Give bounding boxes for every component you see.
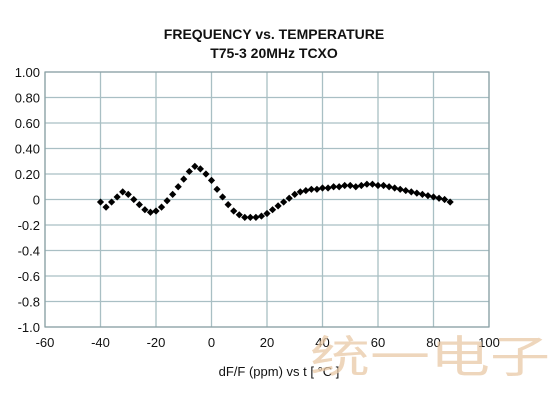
data-point-marker xyxy=(130,195,138,204)
chart-subtitle: T75-3 20MHz TCXO xyxy=(210,45,338,61)
data-point-marker xyxy=(268,206,277,214)
data-point-marker xyxy=(246,213,254,221)
y-tick-label: -0.6 xyxy=(18,269,40,284)
data-point-marker xyxy=(124,190,132,198)
data-point-marker xyxy=(141,206,149,214)
data-point-marker xyxy=(96,198,105,206)
data-point-marker xyxy=(346,181,354,190)
y-tick-label: 0.20 xyxy=(15,167,40,182)
y-tick-label: 1.00 xyxy=(15,65,40,80)
data-point-marker xyxy=(302,186,310,195)
data-point-marker xyxy=(230,207,238,215)
data-point-marker xyxy=(368,180,377,188)
data-point-marker xyxy=(335,183,343,191)
x-tick-label: 60 xyxy=(371,335,385,350)
data-point-marker xyxy=(235,211,243,219)
data-point-marker xyxy=(169,190,177,198)
data-point-marker xyxy=(429,193,438,201)
data-point-marker xyxy=(413,189,421,197)
x-axis-label: dF/F (ppm) vs t [ °C ] xyxy=(219,364,340,379)
data-point-marker xyxy=(174,183,182,191)
data-point-marker xyxy=(424,192,432,200)
data-point-marker xyxy=(185,167,193,176)
x-tick-label: -40 xyxy=(91,335,110,350)
data-point-marker xyxy=(263,209,271,218)
data-point-marker xyxy=(396,185,404,193)
data-point-marker xyxy=(374,181,382,190)
data-point-marker xyxy=(163,197,171,205)
data-point-marker xyxy=(241,213,249,221)
data-point-marker xyxy=(119,188,127,196)
y-tick-label: 0.80 xyxy=(15,91,40,106)
x-tick-label: 40 xyxy=(315,335,329,350)
data-point-marker xyxy=(202,170,210,178)
x-tick-label: 100 xyxy=(478,335,500,350)
data-point-marker xyxy=(318,184,327,192)
data-point-marker xyxy=(257,212,266,220)
data-point-marker xyxy=(291,190,299,198)
data-point-marker xyxy=(219,193,227,201)
data-point-marker xyxy=(207,176,216,184)
data-point-marker xyxy=(407,188,415,196)
y-tick-label: -0.4 xyxy=(18,244,40,259)
data-point-marker xyxy=(108,198,116,206)
y-axis-ticks: 1.00 0.80 0.60 0.40 0.20 0 -0.2 -0.4 -0.6 -0.8 -1.… xyxy=(15,65,40,335)
data-point-marker xyxy=(330,183,338,191)
plot-area xyxy=(44,71,490,328)
chart-title: FREQUENCY vs. TEMPERATURE xyxy=(164,26,384,42)
data-point-marker xyxy=(224,201,232,209)
data-point-marker xyxy=(418,190,426,198)
data-point-marker xyxy=(441,195,449,204)
grid-lines xyxy=(44,71,490,328)
y-tick-label: -1.0 xyxy=(18,320,40,335)
data-point-marker xyxy=(435,194,443,202)
data-point-marker xyxy=(391,184,399,192)
y-tick-label: -0.8 xyxy=(18,295,40,310)
data-point-marker xyxy=(379,181,388,190)
data-point-marker xyxy=(341,181,349,190)
data-point-marker xyxy=(285,194,293,202)
y-tick-label: 0 xyxy=(33,193,40,208)
data-points xyxy=(96,162,454,221)
y-tick-label: 0.60 xyxy=(15,116,40,131)
data-point-marker xyxy=(191,162,199,170)
data-point-marker xyxy=(274,202,282,210)
watermark: 统一电子 xyxy=(310,332,550,383)
x-tick-label: 80 xyxy=(426,335,440,350)
data-point-marker xyxy=(357,181,365,190)
data-point-marker xyxy=(402,186,410,195)
x-axis-ticks: -60 -40 -20 0 20 40 60 80 100 xyxy=(36,335,500,350)
data-point-marker xyxy=(180,175,188,183)
data-point-marker xyxy=(135,201,143,209)
x-tick-label: 0 xyxy=(208,335,215,350)
data-point-marker xyxy=(196,165,204,173)
data-point-marker xyxy=(252,213,260,221)
x-tick-label: -60 xyxy=(36,335,55,350)
y-tick-label: -0.2 xyxy=(18,218,40,233)
data-point-marker xyxy=(385,183,393,191)
data-point-marker xyxy=(307,185,315,193)
data-point-marker xyxy=(152,207,160,215)
data-point-marker xyxy=(280,198,288,206)
data-point-marker xyxy=(313,185,321,193)
x-tick-label: 20 xyxy=(260,335,274,350)
data-point-marker xyxy=(324,184,332,192)
data-point-marker xyxy=(102,203,110,211)
data-point-marker xyxy=(113,193,121,201)
x-tick-label: -20 xyxy=(147,335,166,350)
data-point-marker xyxy=(352,183,360,191)
data-point-marker xyxy=(296,188,304,196)
data-point-marker xyxy=(213,185,221,193)
data-point-marker xyxy=(146,208,155,216)
data-point-marker xyxy=(157,203,166,211)
data-point-marker xyxy=(363,180,371,188)
data-point-marker xyxy=(446,198,454,206)
y-tick-label: 0.40 xyxy=(15,142,40,157)
